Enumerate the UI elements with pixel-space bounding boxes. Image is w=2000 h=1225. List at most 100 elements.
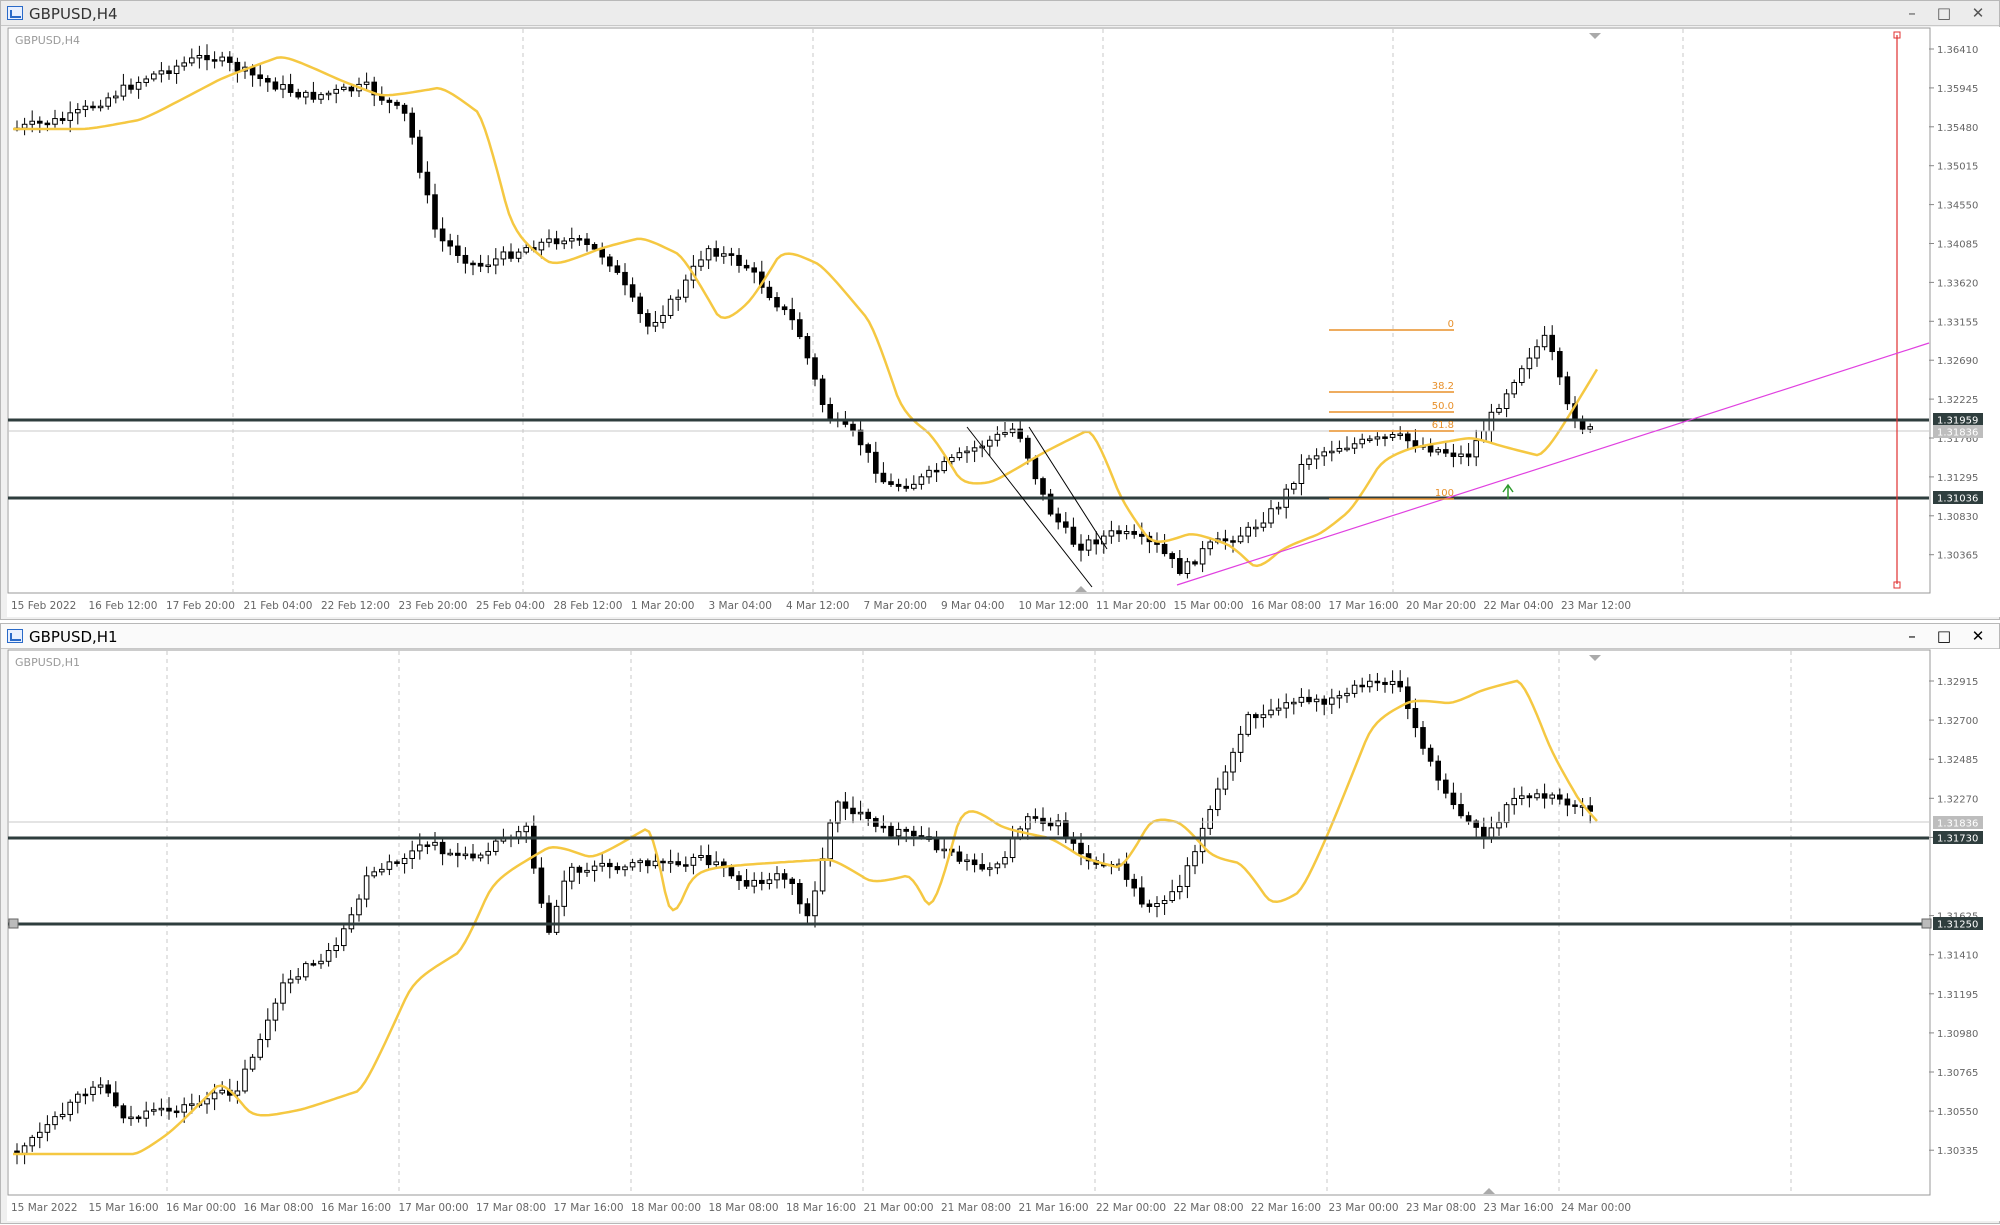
bullish-candle[interactable]	[1207, 541, 1214, 550]
bearish-candle[interactable]	[865, 811, 872, 820]
bullish-candle[interactable]	[1374, 436, 1381, 440]
bearish-candle[interactable]	[591, 244, 598, 250]
bullish-candle[interactable]	[690, 856, 697, 866]
bullish-candle[interactable]	[1313, 455, 1320, 460]
bullish-candle[interactable]	[1511, 797, 1518, 806]
bullish-candle[interactable]	[1298, 696, 1305, 703]
bullish-candle[interactable]	[318, 960, 324, 965]
bullish-candle[interactable]	[835, 801, 841, 824]
bearish-candle[interactable]	[1382, 681, 1388, 685]
bullish-candle[interactable]	[918, 476, 925, 485]
bearish-candle[interactable]	[888, 481, 894, 485]
bearish-candle[interactable]	[1047, 822, 1054, 827]
bullish-candle[interactable]	[1108, 530, 1115, 537]
bearish-candle[interactable]	[211, 59, 218, 62]
chart-shift-marker[interactable]	[1589, 33, 1601, 39]
bearish-candle[interactable]	[439, 228, 446, 242]
bullish-candle[interactable]	[1359, 438, 1366, 445]
bullish-candle[interactable]	[493, 840, 499, 852]
bearish-candle[interactable]	[607, 256, 613, 267]
bearish-candle[interactable]	[1063, 521, 1069, 528]
trendline[interactable]	[1176, 342, 1930, 586]
bearish-candle[interactable]	[979, 864, 986, 870]
bullish-candle[interactable]	[363, 81, 370, 85]
bullish-candle[interactable]	[1351, 684, 1358, 694]
bullish-candle[interactable]	[341, 928, 347, 947]
bearish-candle[interactable]	[789, 878, 796, 885]
bullish-candle[interactable]	[158, 1107, 165, 1111]
bearish-candle[interactable]	[888, 825, 894, 837]
bearish-candle[interactable]	[812, 357, 818, 380]
bullish-candle[interactable]	[698, 855, 704, 858]
bullish-candle[interactable]	[1230, 751, 1236, 773]
bearish-candle[interactable]	[1397, 680, 1404, 688]
bearish-candle[interactable]	[1063, 820, 1069, 838]
bullish-candle[interactable]	[409, 850, 415, 859]
bearish-candle[interactable]	[553, 238, 560, 245]
bearish-candle[interactable]	[1040, 478, 1046, 495]
bearish-candle[interactable]	[804, 336, 811, 359]
bullish-candle[interactable]	[1101, 535, 1107, 545]
bullish-candle[interactable]	[1488, 411, 1495, 432]
bearish-candle[interactable]	[1116, 530, 1122, 535]
bullish-candle[interactable]	[941, 848, 948, 852]
bullish-candle[interactable]	[698, 259, 704, 267]
bullish-candle[interactable]	[895, 828, 902, 837]
bullish-candle[interactable]	[97, 1084, 104, 1088]
bearish-candle[interactable]	[439, 841, 446, 855]
bullish-candle[interactable]	[1534, 793, 1540, 799]
bearish-candle[interactable]	[637, 296, 644, 315]
bullish-candle[interactable]	[721, 253, 727, 257]
bearish-candle[interactable]	[386, 99, 393, 103]
bullish-candle[interactable]	[173, 65, 180, 74]
bullish-candle[interactable]	[1207, 809, 1214, 829]
bullish-candle[interactable]	[713, 861, 720, 866]
bullish-candle[interactable]	[1009, 837, 1016, 859]
bearish-candle[interactable]	[1427, 445, 1434, 453]
bearish-candle[interactable]	[1450, 452, 1457, 457]
bullish-candle[interactable]	[265, 1019, 271, 1041]
bullish-candle[interactable]	[987, 867, 993, 870]
bearish-candle[interactable]	[265, 78, 271, 83]
bearish-candle[interactable]	[424, 171, 431, 196]
bearish-candle[interactable]	[1123, 863, 1130, 880]
bullish-candle[interactable]	[569, 238, 575, 242]
bearish-candle[interactable]	[1131, 531, 1138, 535]
bullish-candle[interactable]	[120, 84, 127, 97]
bearish-candle[interactable]	[1222, 538, 1229, 542]
bearish-candle[interactable]	[614, 866, 621, 871]
bearish-candle[interactable]	[455, 852, 461, 856]
bullish-candle[interactable]	[485, 264, 491, 268]
bullish-candle[interactable]	[242, 1068, 248, 1092]
bullish-candle[interactable]	[683, 279, 689, 298]
bearish-candle[interactable]	[797, 319, 803, 338]
chart-shift-marker[interactable]	[1589, 655, 1601, 661]
bearish-candle[interactable]	[1587, 805, 1594, 812]
bullish-candle[interactable]	[29, 120, 35, 125]
bullish-candle[interactable]	[1222, 771, 1229, 790]
bearish-candle[interactable]	[728, 253, 735, 256]
bearish-candle[interactable]	[683, 864, 689, 867]
bullish-candle[interactable]	[1458, 453, 1464, 457]
bullish-candle[interactable]	[204, 1098, 210, 1105]
bearish-candle[interactable]	[1253, 714, 1259, 719]
bearish-candle[interactable]	[1321, 698, 1328, 705]
bullish-candle[interactable]	[325, 92, 332, 96]
bearish-candle[interactable]	[622, 271, 628, 286]
bullish-candle[interactable]	[462, 853, 469, 857]
price-chart[interactable]: GBPUSD,H1 1.32915 1.32700 1.32485 1.32270 1.…	[7, 649, 2000, 1221]
bullish-candle[interactable]	[705, 248, 712, 261]
bearish-candle[interactable]	[1420, 727, 1426, 749]
bearish-candle[interactable]	[166, 1107, 172, 1112]
bullish-candle[interactable]	[52, 118, 58, 125]
bullish-candle[interactable]	[341, 86, 347, 90]
bullish-candle[interactable]	[1549, 794, 1556, 799]
bearish-candle[interactable]	[827, 403, 834, 422]
bearish-candle[interactable]	[432, 194, 438, 230]
bearish-candle[interactable]	[257, 74, 263, 80]
bearish-candle[interactable]	[842, 801, 849, 809]
bearish-candle[interactable]	[880, 825, 887, 829]
bearish-candle[interactable]	[1458, 804, 1464, 817]
bullish-candle[interactable]	[1275, 506, 1282, 510]
bullish-candle[interactable]	[143, 78, 149, 83]
